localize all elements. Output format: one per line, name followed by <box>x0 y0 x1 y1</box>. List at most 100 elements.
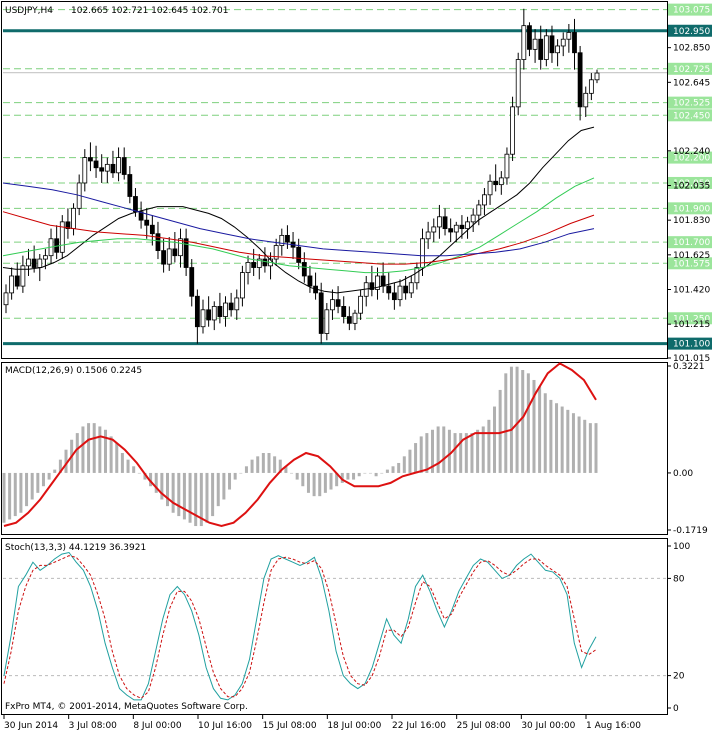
macd-histogram-bar <box>205 472 209 523</box>
macd-pane-frame <box>1 362 668 535</box>
level-price-label: 101.700 <box>673 238 710 248</box>
candle-body <box>583 92 589 108</box>
macd-histogram-bar <box>566 409 570 473</box>
copyright-text: FxPro MT4, © 2001-2014, MetaQuotes Softw… <box>5 702 248 712</box>
macd-histogram-bar <box>397 462 401 473</box>
candle-body <box>161 250 167 265</box>
price-pane-frame <box>1 1 668 359</box>
macd-indicator: 0.3221 0.00 -0.1719 <box>2 362 708 536</box>
macd-histogram-bar <box>239 472 243 474</box>
level-price-box <box>668 236 712 249</box>
level-price-box <box>668 96 712 109</box>
macd-tick-label: 0.00 <box>673 469 693 479</box>
macd-histogram-bar <box>290 472 294 474</box>
macd-histogram-bar <box>577 416 581 473</box>
macd-histogram-bar <box>211 472 215 517</box>
macd-histogram-bar <box>81 426 85 473</box>
macd-histogram-bar <box>335 472 339 487</box>
candle-body <box>3 292 9 306</box>
candle-body <box>133 196 138 213</box>
macd-histogram-bar <box>329 472 333 490</box>
macd-histogram-bar <box>594 423 598 473</box>
candle-body <box>20 265 26 287</box>
macd-histogram-bar <box>222 472 226 500</box>
macd-histogram-bar <box>160 472 164 500</box>
macd-histogram-bar <box>250 459 254 473</box>
moving-average-blue <box>2 182 595 257</box>
candle-body <box>285 234 290 243</box>
candle-body <box>189 267 195 297</box>
candle-body <box>482 194 487 206</box>
stoch-main-line <box>3 551 597 701</box>
candle-body <box>555 45 560 54</box>
candle-body <box>138 211 144 221</box>
macd-histogram-bar <box>436 426 440 473</box>
macd-histogram-bar <box>58 459 62 473</box>
candle-body <box>82 157 88 184</box>
macd-histogram-bar <box>256 456 260 473</box>
level-price-label: 102.200 <box>673 154 710 164</box>
macd-histogram-bar <box>103 429 107 473</box>
macd-histogram-bar <box>312 472 316 497</box>
macd-histogram-bar <box>8 472 12 520</box>
price-tick-label: 101.215 <box>673 320 710 330</box>
candle-body <box>369 282 375 290</box>
candle-body <box>521 25 527 60</box>
macd-histogram-bar <box>549 399 553 473</box>
level-price-label: 101.100 <box>673 340 710 350</box>
macd-histogram-bar <box>182 472 186 520</box>
macd-histogram-bar <box>132 466 136 473</box>
candle-body <box>341 306 347 317</box>
macd-histogram-bar <box>284 466 288 473</box>
candle-body <box>9 275 15 294</box>
candle-body <box>166 248 172 265</box>
level-price-label: 103.075 <box>673 6 710 16</box>
macd-histogram-bar <box>41 472 45 487</box>
candle-body <box>577 52 583 108</box>
macd-histogram-bar <box>199 472 203 527</box>
stoch-signal-line <box>3 555 597 699</box>
candle-body <box>245 262 251 273</box>
time-tick-label: 18 Jul 00:00 <box>327 721 381 731</box>
stoch-tick-label: 20 <box>673 672 685 682</box>
candle-body <box>65 221 71 230</box>
candle-body <box>476 204 482 216</box>
macd-histogram-bar <box>346 472 350 480</box>
macd-histogram-bar <box>363 472 367 474</box>
candle-body <box>324 309 330 334</box>
stoch-tick-label: 80 <box>673 574 685 584</box>
macd-histogram-bar <box>166 472 170 507</box>
macd-histogram-bar <box>402 456 406 473</box>
macd-histogram-bar <box>414 443 418 473</box>
candle-body <box>566 32 572 40</box>
macd-histogram-bar <box>233 472 237 480</box>
candle-body <box>352 312 358 324</box>
candle-body <box>223 302 228 317</box>
candle-body <box>425 231 431 240</box>
macd-histogram-bar <box>25 472 29 507</box>
price-tick-label: 102.240 <box>673 147 710 157</box>
macd-histogram-bar <box>447 429 451 473</box>
candle-body <box>330 299 335 311</box>
level-price-box <box>668 312 712 325</box>
candle-body <box>498 177 504 186</box>
candle-body <box>543 35 549 60</box>
moving-average-green <box>2 177 595 274</box>
level-price-label: 101.575 <box>673 259 710 269</box>
macd-histogram-bar <box>470 433 474 473</box>
price-tick-label: 101.625 <box>673 251 710 261</box>
candle-body <box>239 272 245 299</box>
candle-body <box>594 72 600 81</box>
candle-body <box>380 275 386 287</box>
macd-histogram-bar <box>340 472 344 483</box>
candle-body <box>391 292 397 301</box>
macd-histogram-bar <box>538 386 542 473</box>
macd-histogram-bar <box>368 472 372 474</box>
macd-histogram-bar <box>216 472 220 507</box>
macd-histogram-bar <box>98 426 102 473</box>
candle-body <box>110 163 116 174</box>
macd-histogram-bar <box>380 472 384 474</box>
candle-body <box>251 262 257 268</box>
level-price-box <box>668 337 712 350</box>
